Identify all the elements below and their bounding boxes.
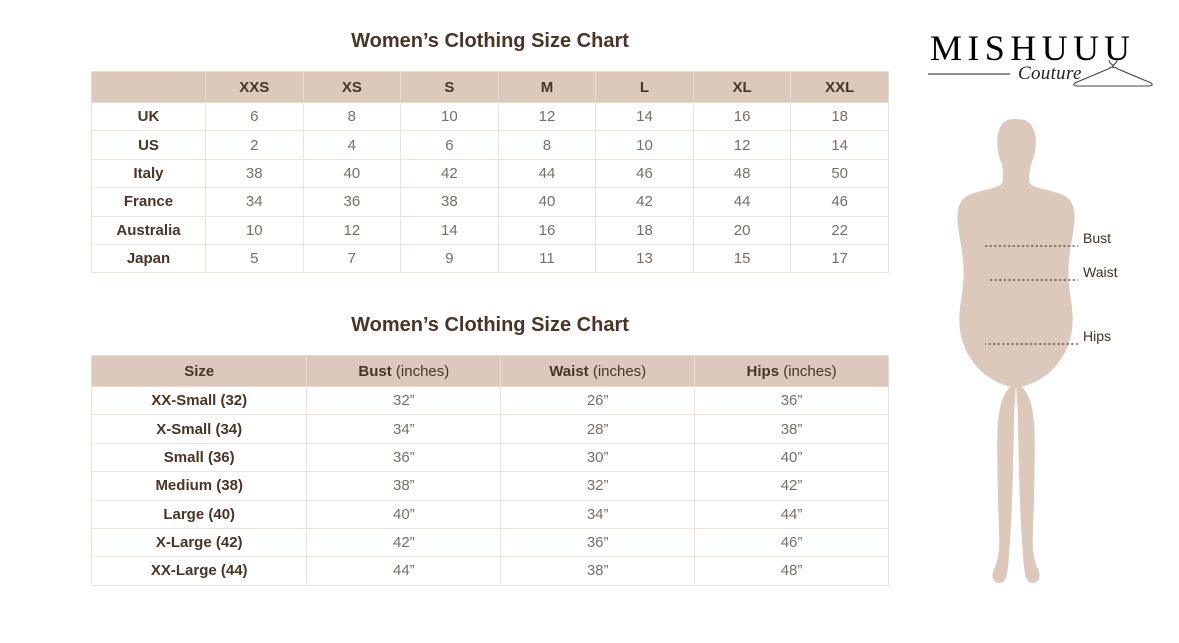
svg-text:Waist: Waist — [1083, 264, 1118, 280]
svg-text:Bust: Bust — [1083, 230, 1111, 246]
svg-text:MISHUU: MISHUU — [930, 28, 1104, 68]
svg-text:Couture: Couture — [1018, 63, 1082, 84]
svg-text:Hips: Hips — [1083, 328, 1111, 344]
